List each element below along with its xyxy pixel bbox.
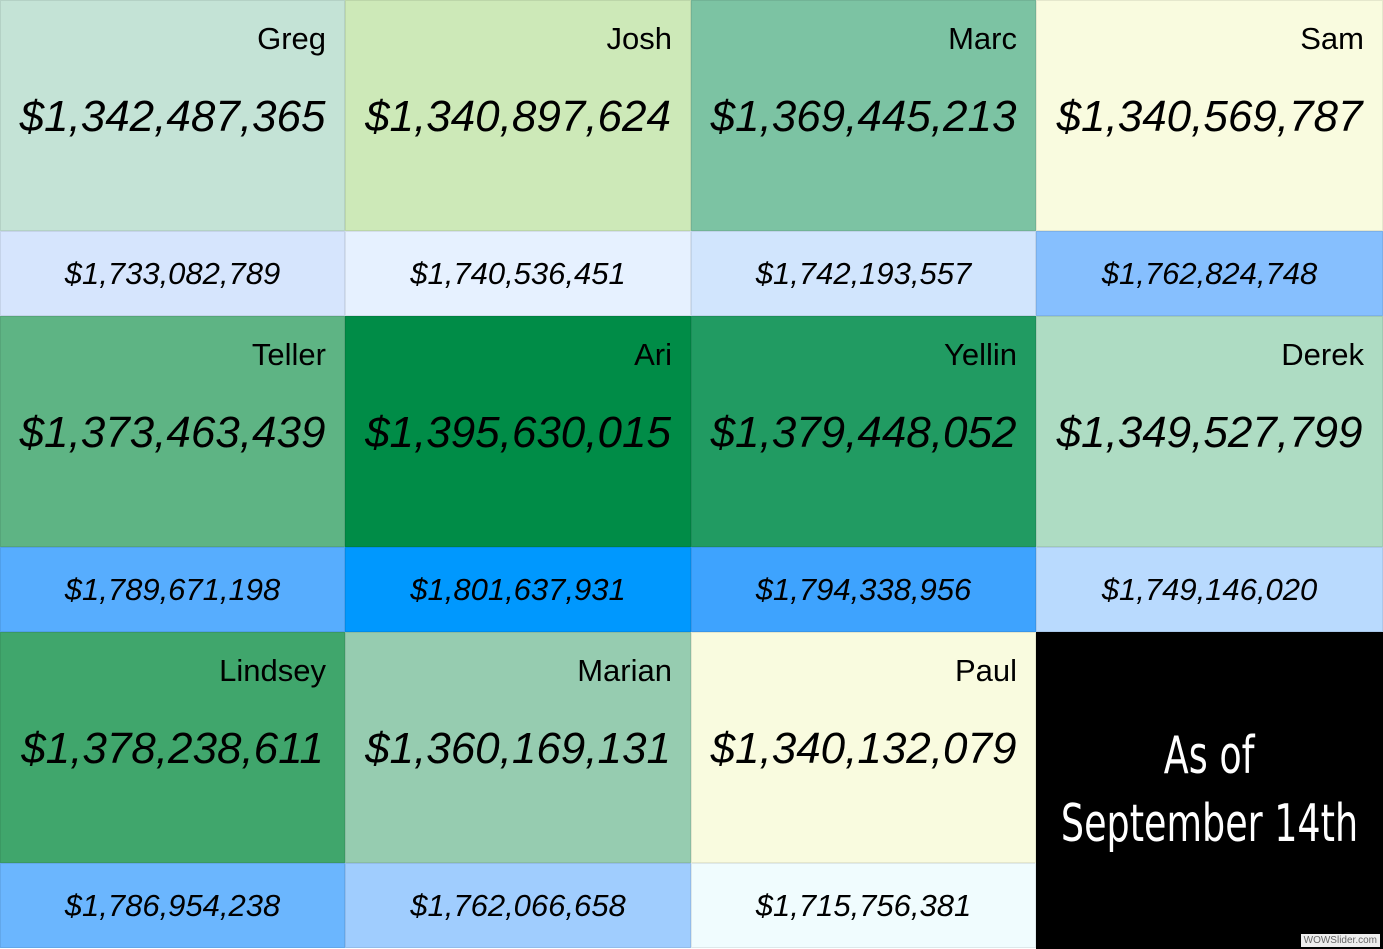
watermark-logo: WOWSlider.com [1300,934,1380,947]
person-tile-sam: Sam $1,340,569,787 [1036,0,1383,231]
primary-amount: $1,369,445,213 [710,92,1017,141]
person-name: Ari [634,337,672,372]
primary-amount: $1,340,132,079 [710,724,1017,773]
secondary-amount: $1,794,338,956 [755,571,972,607]
secondary-tile-lindsey: $1,786,954,238 [0,863,345,948]
person-tile-paul: Paul $1,340,132,079 [691,632,1036,863]
secondary-amount: $1,762,066,658 [410,887,626,923]
secondary-tile-marian: $1,762,066,658 [345,863,691,948]
secondary-tile-ari: $1,801,637,931 [345,547,691,632]
primary-amount: $1,340,897,624 [365,92,671,141]
primary-amount: $1,395,630,015 [365,408,671,457]
person-name: Yellin [944,337,1017,372]
primary-amount: $1,378,238,611 [21,724,324,773]
person-tile-greg: Greg $1,342,487,365 [0,0,345,231]
as-of-line1: As of [1164,725,1255,786]
secondary-tile-derek: $1,749,146,020 [1036,547,1383,632]
person-name: Lindsey [219,653,326,688]
person-name: Derek [1281,337,1364,372]
person-name: Paul [954,653,1017,688]
person-tile-yellin: Yellin $1,379,448,052 [691,316,1036,547]
secondary-tile-teller: $1,789,671,198 [0,547,345,632]
secondary-tile-paul: $1,715,756,381 [691,863,1036,948]
secondary-amount: $1,786,954,238 [64,887,281,923]
primary-amount: $1,373,463,439 [19,408,326,457]
secondary-tile-marc: $1,742,193,557 [691,231,1036,316]
secondary-amount: $1,742,193,557 [755,255,972,291]
secondary-tile-sam: $1,762,824,748 [1036,231,1383,316]
secondary-amount: $1,715,756,381 [755,887,972,923]
secondary-amount: $1,733,082,789 [64,255,281,291]
person-name: Marian [577,653,672,688]
primary-amount: $1,340,569,787 [1056,92,1363,141]
person-name: Greg [257,21,326,56]
person-tile-teller: Teller $1,373,463,439 [0,316,345,547]
person-name: Josh [606,21,672,56]
person-name: Teller [251,337,326,372]
as-of-line2: September 14th [1060,793,1359,854]
person-name: Marc [948,21,1017,56]
secondary-tile-yellin: $1,794,338,956 [691,547,1036,632]
primary-amount: $1,342,487,365 [19,92,326,141]
secondary-amount: $1,740,536,451 [410,255,626,291]
person-name: Sam [1300,21,1364,56]
person-tile-derek: Derek $1,349,527,799 [1036,316,1383,547]
primary-amount: $1,360,169,131 [365,724,671,773]
as-of-panel: As of September 14th [1036,632,1383,949]
person-tile-josh: Josh $1,340,897,624 [345,0,691,231]
secondary-amount: $1,789,671,198 [64,571,281,607]
secondary-amount: $1,801,637,931 [410,571,626,607]
secondary-amount: $1,749,146,020 [1101,571,1318,607]
person-tile-marian: Marian $1,360,169,131 [345,632,691,863]
primary-amount: $1,379,448,052 [710,408,1017,457]
primary-amount: $1,349,527,799 [1056,408,1363,457]
person-tile-lindsey: Lindsey $1,378,238,611 [0,632,345,863]
secondary-amount: $1,762,824,748 [1101,255,1318,291]
person-tile-marc: Marc $1,369,445,213 [691,0,1036,231]
secondary-tile-greg: $1,733,082,789 [0,231,345,316]
secondary-tile-josh: $1,740,536,451 [345,231,691,316]
person-tile-ari: Ari $1,395,630,015 [345,316,691,547]
